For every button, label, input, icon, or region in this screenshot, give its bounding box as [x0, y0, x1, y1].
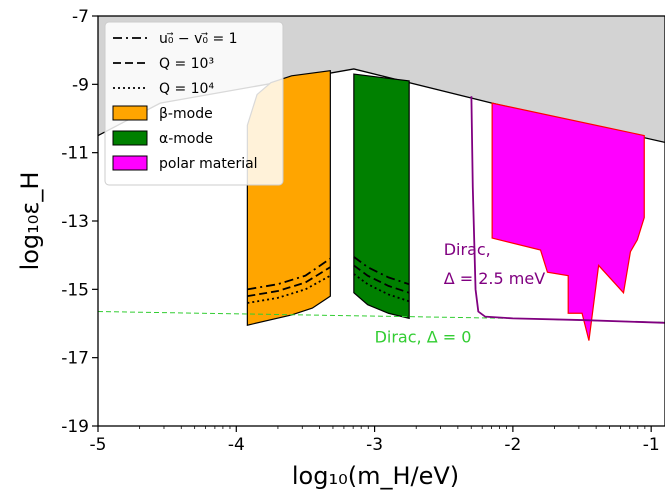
legend-label-2: Q = 10⁴: [159, 81, 214, 97]
legend: u₀⃗ − v₀⃗ = 1 Q = 10³ Q = 10⁴ β-mode α-mode p…: [104, 21, 284, 186]
y-tick-label-0: -19: [61, 417, 89, 437]
y-tick-label-2: -15: [61, 280, 89, 300]
x-tick-label-4: -1: [643, 435, 660, 455]
legend-label-4: α-mode: [159, 131, 213, 147]
line-mode-dashdot: [353, 256, 410, 286]
legend-label-0: u₀⃗ − v₀⃗ = 1: [159, 31, 238, 47]
annotation-2: Dirac, Δ = 0: [375, 327, 472, 346]
legend-label-1: Q = 10³: [159, 56, 214, 72]
line-mode-dashed: [247, 266, 331, 298]
y-tick-label-6: -7: [72, 7, 89, 27]
legend-swatch-5: [112, 155, 148, 171]
x-tick-label-1: -4: [228, 435, 245, 455]
x-tick-label-3: -2: [504, 435, 521, 455]
line-dirac-2-5-mev: [470, 96, 665, 324]
axes-layer: -5 -4 -3 -2 -1 -19 -17 -15 -13 -11 -9 -7 log₁₀(m_H/e…: [16, 7, 665, 490]
x-tick-label-2: -3: [366, 435, 383, 455]
line-mode-dotted: [353, 273, 410, 303]
legend-swatch-4: [112, 130, 148, 146]
y-tick-label-5: -9: [72, 75, 89, 95]
region-mode: [353, 73, 410, 320]
line-mode-dashed: [353, 264, 410, 294]
annotations-layer: Dirac, Δ = 2.5 meV Dirac, Δ = 0: [375, 240, 546, 346]
legend-label-3: β-mode: [159, 106, 213, 122]
legend-label-5: polar material: [159, 156, 258, 172]
line-mode-dotted: [247, 274, 331, 304]
y-tick-label-3: -13: [61, 212, 89, 232]
legend-box: [104, 21, 284, 186]
annotation-0: Dirac,: [444, 240, 491, 259]
series-lines-layer: [98, 96, 665, 324]
y-tick-label-4: -11: [61, 144, 89, 164]
x-axis-title: log₁₀(m_H/eV): [292, 462, 459, 490]
y-tick-label-1: -17: [61, 349, 89, 369]
legend-swatch-3: [112, 105, 148, 121]
x-tick-label-0: -5: [90, 435, 107, 455]
y-axis-title: log₁₀ε_H: [16, 172, 44, 271]
region-polar-material: [491, 102, 645, 341]
annotation-1: Δ = 2.5 meV: [444, 269, 545, 288]
line-mode-dashdot: [247, 257, 331, 291]
